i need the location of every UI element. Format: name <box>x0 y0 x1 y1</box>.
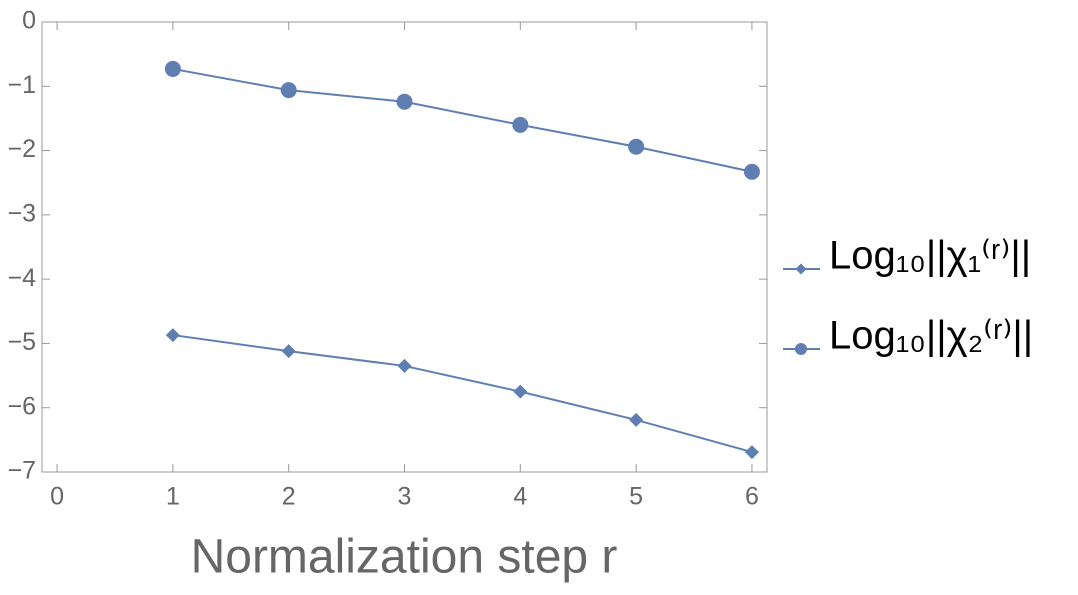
point <box>513 384 528 399</box>
point <box>164 60 181 77</box>
point <box>628 138 645 155</box>
x-tick-label: 1 <box>166 483 180 511</box>
point <box>744 445 759 460</box>
point <box>629 412 644 427</box>
x-axis-label: Normalization step r <box>191 531 618 584</box>
y-tick-label: −6 <box>7 392 36 420</box>
point <box>165 328 180 343</box>
x-tick-label: 6 <box>745 483 759 511</box>
y-tick-label: −7 <box>7 457 36 485</box>
y-tick-label: −2 <box>7 135 36 163</box>
point <box>281 344 296 359</box>
y-tick-label: −4 <box>7 264 36 292</box>
series-line <box>172 334 753 454</box>
plot-frame <box>41 21 768 473</box>
point <box>397 358 412 373</box>
point <box>512 116 529 133</box>
legend-marker <box>795 343 807 355</box>
legend-label: Log₁₀||χ₂⁽ʳ⁾|| <box>829 314 1033 358</box>
series-line <box>172 67 753 173</box>
x-tick-label: 4 <box>513 483 527 511</box>
point <box>396 93 413 110</box>
legend-label: Log₁₀||χ₁⁽ʳ⁾|| <box>829 234 1031 278</box>
point <box>280 82 297 99</box>
x-tick-label: 3 <box>398 483 412 511</box>
x-tick-label: 0 <box>50 483 64 511</box>
point <box>743 163 760 180</box>
x-tick-label: 5 <box>629 483 643 511</box>
y-tick-label: −3 <box>7 199 36 227</box>
y-tick-label: −5 <box>7 328 36 356</box>
legend-marker <box>795 263 807 275</box>
y-tick-label: −1 <box>7 71 36 99</box>
y-tick-label: 0 <box>22 7 36 35</box>
x-tick-label: 2 <box>282 483 296 511</box>
